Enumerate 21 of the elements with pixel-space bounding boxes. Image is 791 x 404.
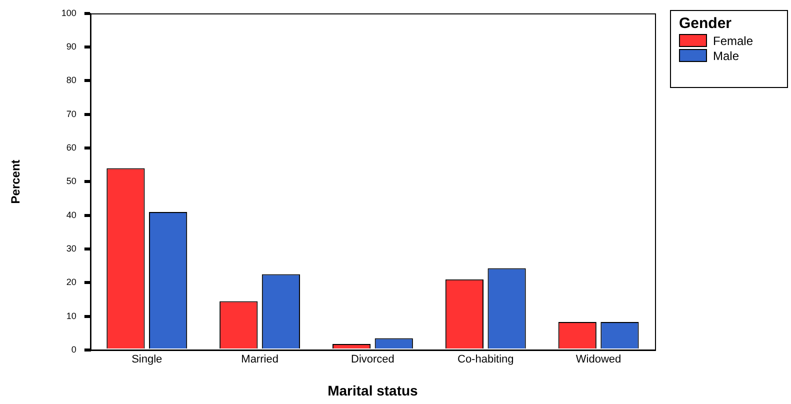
x-tick-label: Co-habiting [457,354,514,366]
y-tick-label: 30 [66,244,76,254]
x-tick-label: Married [241,354,278,366]
legend-label: Female [713,34,754,48]
x-tick-label: Divorced [351,354,394,366]
y-tick-label: 40 [66,210,76,220]
x-axis-title: Marital status [328,382,418,398]
y-tick-label: 10 [66,310,76,321]
y-tick-label: 50 [66,176,76,186]
y-tick-label: 80 [66,75,76,86]
y-axis-title: Percent [8,160,23,204]
x-tick-label: Widowed [576,354,622,366]
legend-label: Male [713,48,740,62]
y-tick-label: 60 [66,142,76,153]
x-tick-label: Single [132,354,162,366]
y-tick-label: 70 [66,108,76,119]
y-tick-label: 100 [61,8,76,18]
legend-title: Gender [679,15,733,32]
y-tick-label: 90 [66,42,76,52]
y-tick-label: 20 [66,277,76,288]
y-tick-label: 0 [71,344,76,354]
